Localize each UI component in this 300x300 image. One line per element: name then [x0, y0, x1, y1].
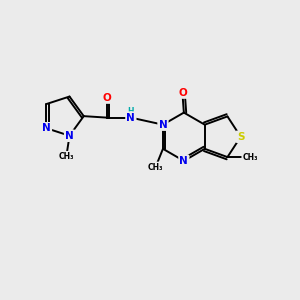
Text: CH₃: CH₃ [59, 152, 74, 161]
Text: S: S [237, 132, 244, 142]
Text: O: O [178, 88, 187, 98]
Text: CH₃: CH₃ [242, 153, 258, 162]
Text: N: N [179, 156, 188, 166]
Text: N: N [42, 123, 51, 133]
Text: N: N [127, 112, 135, 123]
Text: H: H [128, 106, 134, 116]
Text: CH₃: CH₃ [148, 163, 163, 172]
Text: N: N [159, 120, 167, 130]
Text: O: O [102, 93, 111, 103]
Text: N: N [65, 131, 74, 141]
